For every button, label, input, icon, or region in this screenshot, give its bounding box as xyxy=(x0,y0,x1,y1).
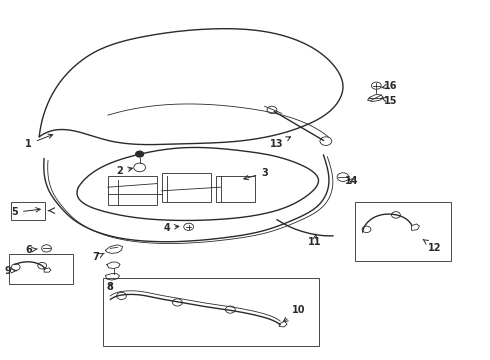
Text: 3: 3 xyxy=(244,168,268,180)
Text: 14: 14 xyxy=(345,176,359,186)
Text: 13: 13 xyxy=(270,137,291,149)
Bar xyxy=(103,278,318,346)
Text: 11: 11 xyxy=(308,234,321,247)
Text: 8: 8 xyxy=(107,282,114,292)
Text: 6: 6 xyxy=(25,245,37,255)
Text: 5: 5 xyxy=(11,207,40,217)
Bar xyxy=(9,254,73,284)
Text: 2: 2 xyxy=(117,166,132,176)
Text: 9: 9 xyxy=(4,266,17,276)
Text: 10: 10 xyxy=(283,305,306,322)
Text: 1: 1 xyxy=(25,134,53,149)
Bar xyxy=(11,202,45,220)
Bar xyxy=(108,176,157,205)
Bar xyxy=(355,202,451,261)
Text: 4: 4 xyxy=(163,222,179,233)
Text: 7: 7 xyxy=(92,252,104,262)
Text: 12: 12 xyxy=(423,239,442,253)
Text: 16: 16 xyxy=(382,81,398,91)
Circle shape xyxy=(136,151,144,157)
Bar xyxy=(216,176,255,202)
Text: 15: 15 xyxy=(382,96,398,106)
Bar xyxy=(162,173,211,202)
